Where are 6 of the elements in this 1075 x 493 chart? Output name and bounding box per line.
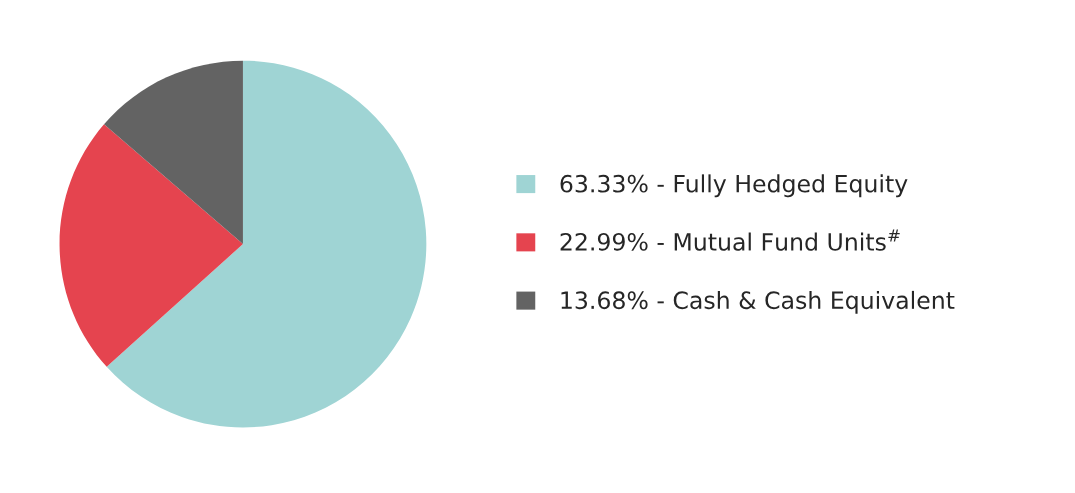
legend-label: 13.68% - Cash & Cash Equivalent [561,290,955,314]
legend-label: 63.33% - Fully Hedged Equity [560,174,908,198]
legend-label: 22.99% - Mutual Fund Units$^{#}$ [560,229,900,251]
pie-slice [104,60,243,245]
pie-slice [106,60,427,428]
pie-slice [59,124,243,367]
